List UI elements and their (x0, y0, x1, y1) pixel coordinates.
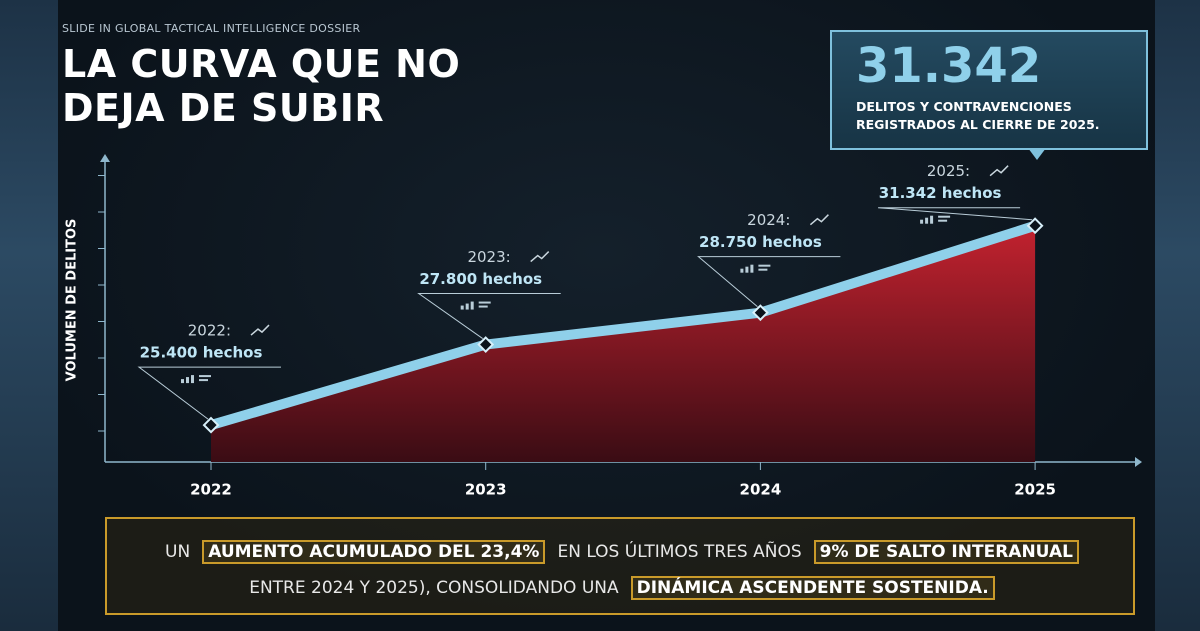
callout-text: REGISTRADOS AL CIERRE DE 2025. (856, 117, 1100, 132)
trend-icon (250, 324, 270, 336)
leader-line (417, 293, 561, 339)
icon (186, 377, 189, 384)
point-label: 2025: (927, 162, 970, 180)
icon (938, 219, 948, 222)
value-label: 25.400 hechos (140, 344, 263, 362)
value-label: 27.800 hechos (419, 270, 542, 288)
icon (460, 305, 464, 310)
highlight-text: AUMENTO ACUMULADO DEL 23,4% (202, 540, 546, 564)
icon (758, 268, 768, 271)
trend-icon (530, 251, 550, 263)
title: LA CURVA QUE NO (62, 42, 461, 86)
edge (1155, 0, 1200, 631)
leader-line (697, 256, 841, 308)
icon (750, 264, 754, 273)
icon (478, 301, 491, 304)
marker (751, 304, 769, 322)
point-label: 2022: (188, 322, 231, 340)
edge (0, 0, 58, 631)
leader-line (137, 366, 281, 420)
axis-arrow (100, 154, 110, 162)
point-label: 2024: (747, 211, 790, 229)
axis-arrow (1135, 457, 1142, 467)
value-label: 28.750 hechos (699, 233, 822, 251)
point-label: 2023: (467, 248, 510, 266)
footer-line: UN AUMENTO ACUMULADO DEL 23,4% EN LOS ÚLTI… (107, 539, 1133, 565)
highlight-text: 9% DE SALTO INTERANUAL (813, 540, 1079, 564)
highlight-text: DINÁMICA ASCENDENTE SOSTENIDA. (630, 576, 995, 600)
footer-line: ENTRE 2024 Y 2025), CONSOLIDANDO UNA DINÁ… (107, 575, 1133, 601)
title: DEJA DE SUBIR (62, 86, 385, 130)
marker (202, 416, 220, 434)
icon (745, 266, 749, 273)
icon (470, 301, 474, 310)
footer-text: UN (165, 542, 191, 562)
icon (465, 303, 469, 310)
icon (758, 264, 771, 267)
y-axis-label: VOLUMEN DE DELITOS (65, 219, 80, 382)
x-tick-label: 2024 (740, 481, 782, 499)
icon (181, 379, 184, 384)
x-tick-label: 2025 (1014, 481, 1056, 499)
callout-number: 31.342 (856, 38, 1042, 94)
x-tick-label: 2022 (190, 481, 232, 499)
icon (740, 268, 744, 273)
callout-pointer (1028, 148, 1046, 160)
callout-text: DELITOS Y CONTRAVENCIONES (856, 99, 1072, 114)
icon (199, 375, 211, 378)
header: SLIDE IN GLOBAL TACTICAL INTELLIGENCE DO… (62, 22, 361, 35)
icon (938, 215, 951, 218)
footer-text: EN LOS ÚLTIMOS TRES AÑOS (557, 542, 802, 562)
leader-line (878, 207, 1033, 221)
footer-text: ENTRE 2024 Y 2025), CONSOLIDANDO UNA (249, 578, 619, 598)
marker (477, 336, 495, 353)
trend-icon (809, 214, 829, 226)
icon (199, 379, 208, 382)
trend-icon (989, 165, 1009, 177)
icon (920, 219, 924, 224)
area (211, 225, 1036, 462)
icon (478, 305, 488, 308)
icon (191, 375, 194, 384)
footer: UN AUMENTO ACUMULADO DEL 23,4% EN LOS ÚLTI… (105, 517, 1135, 615)
callout: 31.342 DELITOS Y CONTRAVENCIONES REGISTR… (830, 30, 1148, 150)
line (209, 220, 1037, 430)
value-label: 31.342 hechos (879, 184, 1002, 202)
icon (925, 217, 929, 224)
x-tick-label: 2023 (465, 481, 507, 499)
marker (1026, 217, 1044, 235)
icon (930, 215, 934, 224)
